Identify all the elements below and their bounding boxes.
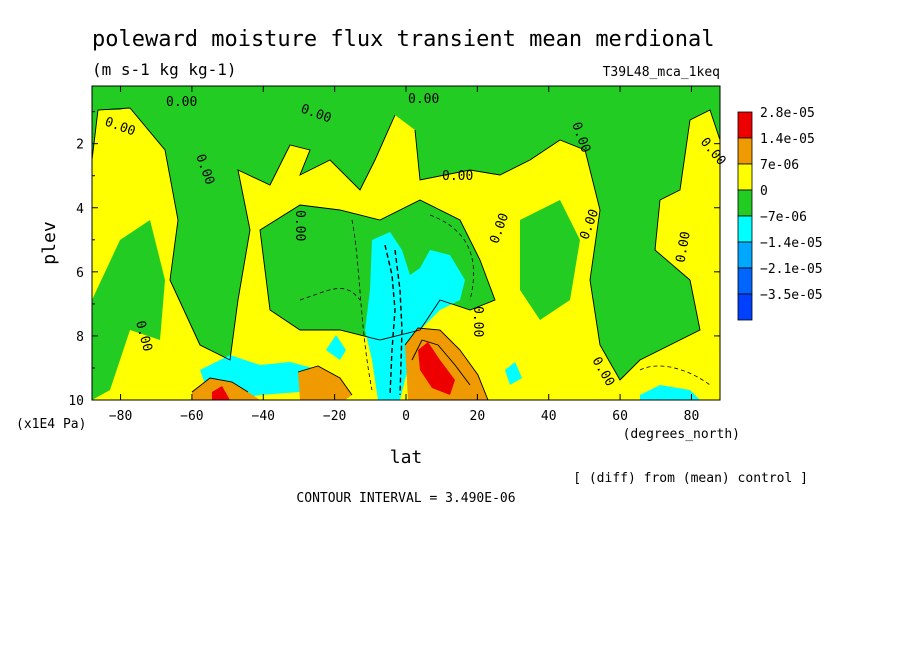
- legend-swatch: [737, 267, 753, 295]
- region-green-far-right: [610, 200, 660, 300]
- chart-units: (m s-1 kg kg-1): [92, 60, 237, 79]
- legend-swatch: [737, 189, 753, 217]
- legend-label: 0: [760, 184, 768, 199]
- footnote: [ (diff) from (mean) control ]: [573, 471, 808, 486]
- region-negative-cyan-center: [365, 232, 465, 400]
- y-tick-label: 6: [76, 266, 84, 281]
- legend-label: 1.4e-05: [760, 132, 815, 147]
- legend-swatch: [737, 111, 753, 139]
- contour-positive-center-2: [411, 339, 471, 386]
- x-tick-label: −80: [109, 409, 132, 424]
- region-green-top: [92, 86, 720, 115]
- contour-label: 0.00: [442, 169, 473, 184]
- region-positive-orange-left: [192, 378, 260, 400]
- region-green-right: [520, 200, 580, 320]
- legend-swatch: [737, 137, 753, 165]
- contour-negative-3: [384, 244, 396, 396]
- contour-zero-left: [91, 107, 396, 361]
- x-tick-label: 0: [402, 409, 410, 424]
- x-tick-label: 60: [612, 409, 628, 424]
- contour-zero-center: [259, 199, 496, 341]
- legend-swatch: [737, 163, 753, 191]
- y-tick-label: 10: [68, 394, 84, 409]
- legend-swatch: [737, 241, 753, 269]
- legend-label: −1.4e-05: [760, 236, 823, 251]
- region-negative-cyan-farright: [640, 385, 700, 400]
- experiment-label: T39L48_mca_1keq: [603, 65, 720, 80]
- contour-negative-5: [299, 288, 361, 301]
- x-tick-label: 80: [684, 409, 700, 424]
- plot-area: 0.00 0.00 0.00 0.00 0.00 0.00 0.00 0.00 …: [91, 85, 729, 401]
- legend-label: 2.8e-05: [760, 106, 815, 121]
- contour-zero-right: [414, 109, 721, 381]
- contour-positive-mid: [297, 365, 353, 396]
- x-tick-label: 20: [470, 409, 486, 424]
- region-positive-orange-mid: [298, 366, 352, 400]
- legend-swatch: [737, 293, 753, 321]
- contour-label: 0.00: [292, 210, 307, 241]
- legend-label: 7e-06: [760, 158, 799, 173]
- x-tick-label: 40: [541, 409, 557, 424]
- legend-label: −3.5e-05: [760, 288, 823, 303]
- legend-label: −2.1e-05: [760, 262, 823, 277]
- x-axis: −80 −60 −40 −20 0 20 40 60 80: [109, 86, 699, 424]
- contour-negative-2: [429, 214, 474, 301]
- contour-interval: CONTOUR INTERVAL = 3.490E-06: [296, 491, 515, 506]
- contour-negative-6: [639, 365, 711, 386]
- contour-label: 0.00: [470, 306, 485, 337]
- legend-swatch: [737, 215, 753, 243]
- region-positive-red-left: [212, 386, 230, 400]
- x-tick-label: −20: [323, 409, 346, 424]
- y-tick-label: 4: [76, 202, 84, 217]
- region-green-left-band: [92, 220, 165, 400]
- x-axis-units: (degrees_north): [623, 427, 740, 442]
- chart-title: poleward moisture flux transient mean me…: [92, 27, 715, 52]
- region-green-tongue-left: [180, 150, 240, 300]
- x-tick-label: −60: [180, 409, 203, 424]
- contour-positive-left: [191, 377, 249, 393]
- region-negative-cyan-right: [505, 362, 522, 385]
- y-axis: 2 4 6 8 10: [68, 111, 720, 409]
- legend-label: −7e-06: [760, 210, 807, 225]
- contour-negative-1: [351, 219, 373, 391]
- y-tick-label: 8: [76, 330, 84, 345]
- contour-positive-center: [404, 327, 489, 401]
- contour-label: 0.00: [166, 95, 197, 110]
- region-positive-red-center: [418, 342, 455, 395]
- y-axis-label: plev: [39, 221, 60, 264]
- color-legend: 2.8e-05 1.4e-05 7e-06 0 −7e-06 −1.4e-05 −2.1e-…: [737, 106, 823, 321]
- contour-label: 0.00: [408, 92, 439, 107]
- y-axis-units: (x1E4 Pa): [16, 417, 86, 432]
- x-tick-label: −40: [252, 409, 275, 424]
- y-tick-label: 2: [76, 138, 84, 153]
- contour-label: 0.00: [674, 230, 694, 263]
- x-axis-label: lat: [390, 447, 423, 468]
- region-negative-cyan-left: [326, 335, 346, 360]
- contour-negative-4: [394, 249, 403, 396]
